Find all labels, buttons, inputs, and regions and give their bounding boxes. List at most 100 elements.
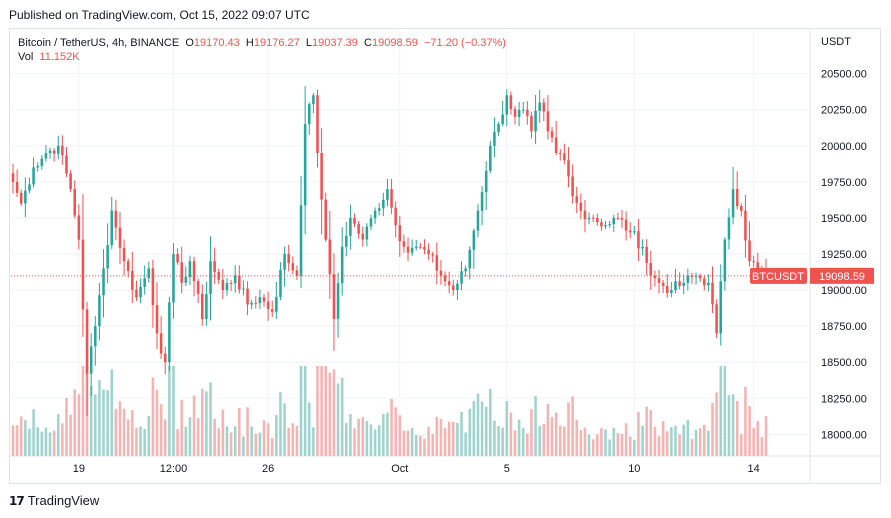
candle-body xyxy=(139,286,142,298)
volume-bar xyxy=(517,419,521,456)
volume-bar xyxy=(476,393,480,456)
candle-body xyxy=(530,115,533,132)
candle-body xyxy=(168,302,171,363)
volume-bar xyxy=(233,426,237,456)
candle-body xyxy=(73,189,76,216)
candle-body xyxy=(32,167,35,185)
volume-bar xyxy=(77,394,81,456)
volume-bar xyxy=(143,428,146,456)
candle-body xyxy=(756,262,760,269)
low-label: L xyxy=(305,37,312,49)
volume-bar xyxy=(719,366,723,456)
candle-body xyxy=(36,165,39,168)
candle-body xyxy=(497,124,500,132)
volume-bar xyxy=(147,415,151,456)
volume-bar xyxy=(98,379,101,456)
candle-body xyxy=(106,245,109,269)
volume-bar xyxy=(135,427,138,456)
candle-body xyxy=(567,160,570,177)
candle-body xyxy=(24,190,27,204)
y-tick-label: 18250.00 xyxy=(821,393,867,405)
volume-bar xyxy=(464,432,467,456)
volume-value: 11.152K xyxy=(39,51,80,63)
volume-bar xyxy=(670,427,673,456)
volume-bar xyxy=(637,411,640,456)
candle-body xyxy=(484,170,488,193)
volume-bar xyxy=(435,416,439,456)
volume-bar xyxy=(628,436,632,456)
candle-body xyxy=(423,246,426,250)
volume-bar xyxy=(44,427,48,456)
candle-body xyxy=(184,276,188,283)
volume-bar xyxy=(56,414,60,456)
volume-bar xyxy=(501,427,504,456)
volume-bar xyxy=(353,428,356,456)
candle-body xyxy=(336,283,340,319)
y-tick-label: 19750.00 xyxy=(821,177,867,189)
candle-body xyxy=(472,230,476,250)
candle-body xyxy=(447,281,451,286)
x-tick-label: 12:00 xyxy=(160,463,188,475)
price-axis: USDT 18000.00 18250.00 18500.00 18750.00 1900… xyxy=(821,36,867,441)
volume-bar xyxy=(254,433,258,456)
volume-bar xyxy=(89,386,93,456)
volume-line: Vol 11.152K xyxy=(18,50,506,64)
candle-body xyxy=(493,131,496,146)
volume-bar xyxy=(604,429,607,456)
candle-body xyxy=(122,247,126,262)
candle-body xyxy=(419,246,422,248)
volume-bar xyxy=(567,402,570,456)
volume-bar xyxy=(139,426,142,456)
volume-bar xyxy=(633,439,636,456)
volume-bar xyxy=(513,430,517,456)
close-label: C xyxy=(364,37,372,49)
candle-body xyxy=(89,346,93,374)
candle-body xyxy=(312,95,315,105)
candle-body xyxy=(752,261,755,263)
volume-bar xyxy=(303,366,307,456)
volume-bar xyxy=(538,425,541,456)
open-label: O xyxy=(185,37,194,49)
brand-name: TradingView xyxy=(27,493,100,508)
volume-bar xyxy=(122,408,126,456)
volume-bar xyxy=(24,420,27,456)
candle-body xyxy=(670,290,673,293)
candle-body xyxy=(711,282,714,305)
volume-bar xyxy=(575,419,578,456)
volume-bar xyxy=(221,409,225,456)
volume-bar xyxy=(279,392,282,456)
volume-bar xyxy=(468,408,472,456)
candle-body xyxy=(11,173,15,182)
volume-bar xyxy=(678,434,681,456)
candle-body xyxy=(361,233,365,240)
volume-bar xyxy=(480,401,484,456)
y-tick-label: 20250.00 xyxy=(821,105,867,117)
candle-body xyxy=(649,263,653,276)
volume-bar xyxy=(332,369,336,456)
candle-body xyxy=(468,249,472,269)
candle-body xyxy=(641,246,644,249)
volume-bar xyxy=(19,416,23,456)
volume-bar xyxy=(472,401,476,456)
candle-body xyxy=(686,275,690,283)
volume-bar xyxy=(361,417,365,456)
volume-bar xyxy=(707,430,710,456)
candle-body xyxy=(163,353,167,363)
volume-bar xyxy=(390,398,393,456)
candle-body xyxy=(526,109,529,116)
volume-bar xyxy=(209,382,212,456)
volume-bar xyxy=(275,415,278,456)
volume-bars xyxy=(11,366,768,456)
y-tick-label: 18750.00 xyxy=(821,321,867,333)
low-value: 19037.39 xyxy=(312,37,358,49)
candle-body xyxy=(558,153,562,154)
volume-bar xyxy=(266,423,270,456)
candle-body xyxy=(345,235,348,247)
volume-bar xyxy=(558,425,562,456)
candle-body xyxy=(571,176,574,197)
volume-bar xyxy=(686,419,690,456)
volume-bar xyxy=(616,433,620,456)
volume-bar xyxy=(15,425,19,456)
tradingview-brand[interactable]: 17 TradingView xyxy=(9,493,99,508)
